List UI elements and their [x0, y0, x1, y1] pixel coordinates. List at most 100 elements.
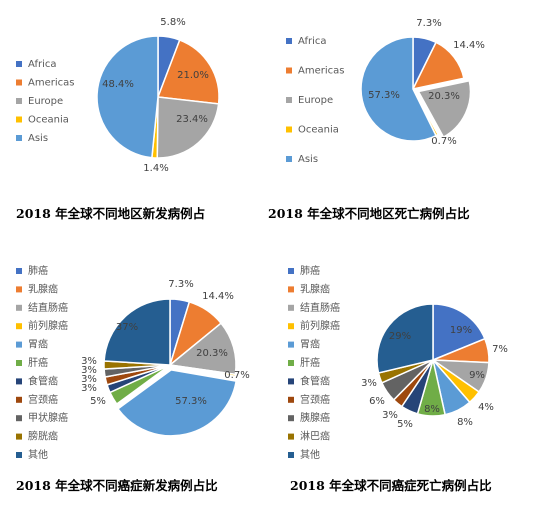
- chart-title: 2018 年全球不同癌症新发病例占比: [16, 478, 218, 493]
- legend-label: 其他: [300, 448, 320, 461]
- pie-slice-11: [103, 298, 171, 366]
- slice-label: 20.3%: [428, 91, 460, 102]
- slice-label: 21.0%: [177, 70, 209, 81]
- pie-slice-4: [169, 364, 237, 378]
- slice-label: 3%: [81, 383, 97, 394]
- slice-label: 3%: [361, 378, 377, 389]
- legend-swatch: [16, 433, 22, 440]
- legend-label: 结直肠癌: [28, 301, 68, 314]
- slice-label: 48.4%: [102, 79, 134, 90]
- legend-swatch: [288, 433, 294, 440]
- legend-label: Europe: [298, 95, 333, 106]
- legend-label: 结直肠癌: [300, 301, 340, 314]
- slice-label: 5%: [397, 419, 413, 430]
- slice-label: 8%: [424, 404, 440, 415]
- slice-label: 23.4%: [176, 114, 208, 125]
- legend-swatch: [288, 452, 294, 458]
- legend-label: 胃癌: [300, 338, 320, 351]
- legend-swatch: [16, 452, 22, 458]
- legend-swatch: [16, 396, 22, 403]
- legend-label: 肺癌: [300, 264, 320, 277]
- legend-label: 宫颈癌: [300, 393, 330, 406]
- legend-label: 宫颈癌: [28, 393, 58, 406]
- slice-label: 29%: [389, 331, 411, 342]
- slice-label: 0.7%: [431, 136, 456, 147]
- slice-label: 5.8%: [160, 17, 185, 28]
- legend-swatch: [16, 116, 22, 123]
- legend-label: 食管癌: [28, 374, 58, 387]
- slice-label: 57.3%: [175, 396, 207, 407]
- legend-label: Asis: [28, 133, 48, 144]
- legend-swatch: [288, 378, 294, 385]
- legend-label: Americas: [28, 78, 74, 89]
- legend-swatch: [288, 304, 294, 311]
- legend-swatch: [286, 67, 292, 74]
- slice-label: 3%: [81, 356, 97, 367]
- legend-label: Oceania: [28, 115, 69, 126]
- pie-slice-2: [411, 41, 465, 91]
- legend-swatch: [288, 415, 294, 422]
- legend-label: Europe: [28, 96, 63, 107]
- chart-title: 2018 年全球不同地区死亡病例占比: [268, 206, 470, 221]
- legend-swatch: [16, 268, 22, 274]
- pie-slice-11: [376, 303, 434, 374]
- legend-label: 肺癌: [28, 264, 48, 277]
- legend-swatch: [286, 126, 292, 133]
- chart-title: 2018 年全球不同癌症死亡病例占比: [290, 478, 492, 493]
- pie-slice-5: [96, 35, 159, 159]
- legend-label: 肝癌: [28, 356, 48, 369]
- slice-label: 8%: [457, 417, 473, 428]
- pie-slice-3: [168, 322, 237, 376]
- legend-swatch: [288, 286, 294, 293]
- legend-swatch: [16, 378, 22, 385]
- legend-label: Oceania: [298, 125, 339, 136]
- slice-label: 57.3%: [368, 90, 400, 101]
- pie-slice-5: [360, 36, 438, 142]
- legend-label: 其他: [28, 448, 48, 461]
- slice-label: 37%: [116, 322, 138, 333]
- legend-swatch: [16, 61, 22, 67]
- legend-swatch: [16, 79, 22, 86]
- slice-label: 5%: [90, 396, 106, 407]
- slice-label: 7.3%: [168, 279, 193, 290]
- legend-swatch: [16, 98, 22, 104]
- legend-label: Americas: [298, 66, 344, 77]
- legend-swatch: [16, 323, 22, 330]
- slice-label: 7.3%: [416, 18, 441, 29]
- pie-slice-2: [156, 39, 220, 105]
- legend-label: 乳腺癌: [300, 282, 330, 295]
- legend-swatch: [16, 304, 22, 311]
- pie-slice-3: [417, 79, 472, 139]
- chart-title: 2018 年全球不同地区新发病例占: [16, 206, 205, 221]
- legend-label: 胰腺癌: [300, 411, 330, 424]
- pie-panel-2: 7.3% 14.4% 20.3% 0.7% 57.3% Africa Americas Eur…: [268, 18, 485, 221]
- pie-panel-4: 19%7%9%4%8%8%5%3%6%3%29%肺癌乳腺癌结直肠癌前列腺癌胃癌肝…: [288, 264, 508, 493]
- slice-label: 4%: [478, 402, 494, 413]
- legend-label: 前列腺癌: [300, 319, 340, 332]
- legend-label: Africa: [28, 59, 57, 70]
- legend-swatch: [288, 268, 294, 274]
- legend-swatch: [288, 396, 294, 403]
- slice-label: 3%: [81, 365, 97, 376]
- legend-label: 膀胱癌: [28, 430, 58, 443]
- legend-label: 肝癌: [300, 356, 320, 369]
- slice-label: 0.7%: [224, 370, 249, 381]
- legend-swatch: [288, 360, 294, 366]
- legend-swatch: [16, 135, 22, 141]
- legend-label: 甲状腺癌: [28, 411, 68, 424]
- legend-swatch: [286, 38, 292, 44]
- pie-panel-1: 5.8% 21.0% 23.4% 1.4% 48.4% Africa Americas Eur…: [16, 17, 220, 221]
- legend-swatch: [288, 323, 294, 330]
- legend-swatch: [16, 286, 22, 293]
- legend-swatch: [16, 341, 22, 348]
- legend-swatch: [288, 341, 294, 348]
- legend-label: 食管癌: [300, 374, 330, 387]
- legend-label: 乳腺癌: [28, 282, 58, 295]
- slice-label: 19%: [450, 325, 472, 336]
- legend-label: 前列腺癌: [28, 319, 68, 332]
- slice-label: 20.3%: [196, 348, 228, 359]
- legend-swatch: [286, 156, 292, 162]
- legend-label: Asis: [298, 154, 318, 165]
- legend-swatch: [16, 360, 22, 366]
